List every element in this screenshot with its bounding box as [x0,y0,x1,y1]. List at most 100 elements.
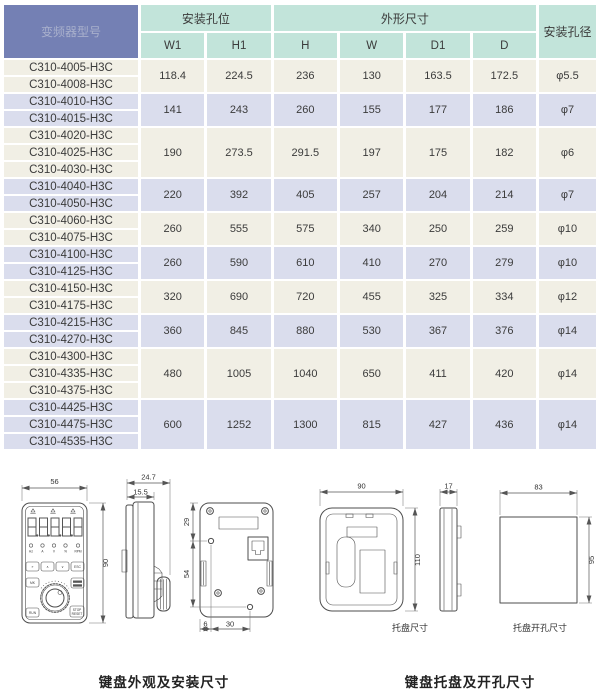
dim-label-keypad-width: 56 [50,477,58,486]
value-cell: 224.5 [207,60,271,92]
fwd-rev-button-stripe [73,580,82,583]
value-cell: 600 [141,400,205,449]
model-cell: C310-4020-H3C [4,128,138,143]
hole-diameter-cell: φ10 [538,247,596,279]
value-cell: 410 [339,247,404,279]
value-cell: 260 [141,247,205,279]
model-cell: C310-4025-H3C [4,145,138,160]
model-cell: C310-4015-H3C [4,111,138,126]
value-cell: 392 [207,179,271,211]
sub-col-header-h1: H1 [207,33,271,58]
shift-button-label: » [32,565,34,569]
hole-diameter-cell: φ12 [538,281,596,313]
seven-segment-display [27,517,83,537]
value-cell: 220 [141,179,205,211]
outline-dims-group-header: 外形尺寸 [273,5,536,31]
model-cell: C310-4270-H3C [4,332,138,347]
run-button-label: RUN [29,611,37,615]
knob-side-profile [153,565,171,612]
model-cell: C310-4005-H3C [4,60,138,75]
value-cell: 279 [472,247,536,279]
dim-label-tray-height: 110 [413,554,422,566]
value-cell: 204 [406,179,470,211]
model-cell: C310-4475-H3C [4,417,138,432]
value-cell: 815 [339,400,404,449]
value-cell: 141 [141,94,205,126]
value-cell: 172.5 [472,60,536,92]
upper-mount-hole [207,537,215,545]
esc-button-label: ESC [74,565,82,569]
dim-label-body-depth: 15.5 [133,488,148,497]
dim-label-cutout-width: 83 [534,483,542,492]
value-cell: 845 [207,315,271,347]
led-label-hz: Hz [29,550,33,554]
value-cell: 436 [472,400,536,449]
value-cell: 367 [406,315,470,347]
indicator-icons [30,508,76,514]
led-label-rpm: RPM [74,550,81,554]
value-cell: 420 [472,349,536,398]
dim-label-keypad-height: 90 [101,559,110,567]
sub-col-header-d1: D1 [406,33,470,58]
tray-caption: 托盘尺寸 [392,622,428,633]
value-cell: 325 [406,281,470,313]
value-cell: 163.5 [406,60,470,92]
hole-diameter-cell: φ5.5 [538,60,596,92]
up-button [40,561,55,572]
tray-side-view: 17 [439,482,462,612]
model-cell: C310-4425-H3C [4,400,138,415]
value-cell: 427 [406,400,470,449]
model-cell: C310-4300-H3C [4,349,138,364]
dim-label-cutout-height: 95 [587,556,596,564]
value-cell: 186 [472,94,536,126]
value-cell: 360 [141,315,205,347]
model-cell: C310-4175-H3C [4,298,138,313]
hole-diameter-cell: φ7 [538,94,596,126]
value-cell: 236 [273,60,337,92]
value-cell: 376 [472,315,536,347]
value-cell: 1040 [273,349,337,398]
value-cell: 690 [207,281,271,313]
dim-label-tray-depth: 17 [444,482,452,491]
model-cell: C310-4075-H3C [4,230,138,245]
value-cell: 1300 [273,400,337,449]
cutout-view: 83 95 托盘开孔尺寸 [499,483,596,633]
dim-label-top-hole: 29 [182,518,191,526]
up-button-label: ∧ [46,565,48,569]
model-cell: C310-4008-H3C [4,77,138,92]
model-cell: C310-4060-H3C [4,213,138,228]
value-cell: 214 [472,179,536,211]
dim-label-depth: 24.7 [141,473,156,482]
value-cell: 530 [339,315,404,347]
led-label-a: A [41,550,44,554]
keypad-side-view: 24.7 15.5 [121,473,171,619]
model-cell: C310-4030-H3C [4,162,138,177]
hole-diameter-cell: φ14 [538,315,596,347]
led-label-v: V [53,550,56,554]
model-cell: C310-4010-H3C [4,94,138,109]
value-cell: 175 [406,128,470,177]
cutout-caption: 托盘开孔尺寸 [513,622,567,633]
value-cell: 273.5 [207,128,271,177]
value-cell: 334 [472,281,536,313]
mount-holes-group-header: 安装孔位 [141,5,271,31]
stop-reset-button [69,605,85,618]
fwd-rev-button-stripe [73,584,82,587]
keypad-buttons: » ∧ ∨ ESC MK RUN STOP RESET [25,561,85,618]
value-cell: 177 [406,94,470,126]
sub-col-header-w: W [339,33,404,58]
unit-led-row: Hz A V % RPM [28,543,82,554]
hole-diameter-cell: φ7 [538,179,596,211]
hole-diameter-cell: φ14 [538,349,596,398]
hole-diameter-column-header: 安装孔径 [538,5,596,58]
spec-table: 变频器型号 安装孔位 外形尺寸 安装孔径 W1 H1 H W D1 D C310-4005-… [4,5,596,449]
sub-col-header-d: D [472,33,536,58]
sub-col-header-h: H [273,33,337,58]
shift-button [25,561,40,572]
keypad-section-caption: 键盘外观及安装尺寸 [98,675,230,690]
value-cell: 182 [472,128,536,177]
side-rails [200,560,273,587]
value-cell: 155 [339,94,404,126]
mk-button-label: MK [30,581,36,585]
